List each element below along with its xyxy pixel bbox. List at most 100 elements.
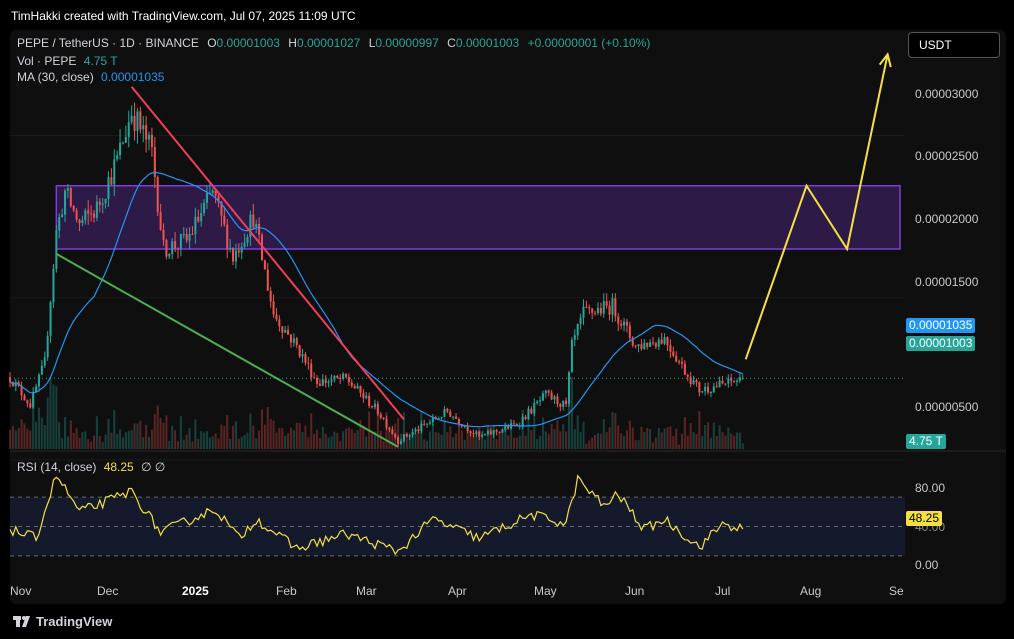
volume-bar xyxy=(373,431,376,449)
volume-bar xyxy=(452,437,455,449)
rsi-label[interactable]: RSI (14, close) xyxy=(17,460,97,474)
candle-body xyxy=(124,137,127,143)
candle-body xyxy=(69,188,72,207)
low-label: L xyxy=(368,36,376,50)
volume-label[interactable]: Vol · PEPE xyxy=(17,54,77,68)
candle-body xyxy=(486,430,489,435)
candle-body xyxy=(156,177,159,213)
candle-body xyxy=(507,425,510,429)
candle-body xyxy=(475,431,478,434)
currency-button[interactable]: USDT xyxy=(908,32,1000,58)
volume-bar xyxy=(278,428,281,449)
rsi-legend: RSI (14, close) 48.25 ∅ ∅ xyxy=(17,460,165,474)
candle-body xyxy=(371,406,374,408)
ma-label[interactable]: MA (30, close) xyxy=(17,70,94,84)
candle-body xyxy=(342,373,345,379)
candle-body xyxy=(330,379,333,382)
volume-bar xyxy=(596,433,599,449)
volume-bar xyxy=(113,410,116,449)
candle-body xyxy=(565,400,568,405)
rsi-tick: 80.00 xyxy=(915,481,946,495)
candle-body xyxy=(356,385,359,389)
volume-bar xyxy=(229,438,232,449)
candle-body xyxy=(594,312,597,314)
candle-body xyxy=(649,342,652,347)
candle-body xyxy=(220,201,223,216)
volume-bar xyxy=(101,442,104,449)
candle-body xyxy=(203,202,206,214)
candle-body xyxy=(640,344,643,349)
candle-body xyxy=(709,392,712,394)
candle-body xyxy=(58,217,61,231)
candle-body xyxy=(651,342,655,344)
candle-body xyxy=(150,134,153,147)
candle-body xyxy=(347,376,350,383)
candle-body xyxy=(87,210,90,214)
volume-bar xyxy=(43,424,46,449)
price-grid xyxy=(10,134,905,461)
candle-body xyxy=(72,206,75,211)
volume-bar xyxy=(701,436,704,449)
candle-body xyxy=(463,426,466,428)
candle-body xyxy=(324,379,327,383)
candle-body xyxy=(75,210,78,220)
candle-body xyxy=(32,391,35,408)
volume-bar xyxy=(87,439,90,449)
volume-bar xyxy=(376,415,379,449)
candle-body xyxy=(628,325,631,338)
volume-bar xyxy=(350,429,353,449)
candle-body xyxy=(414,429,417,432)
trend-drawings[interactable] xyxy=(55,52,892,448)
candle-body xyxy=(104,198,107,204)
rsi-value: 48.25 xyxy=(103,460,134,474)
rsi-tag: 48.25 xyxy=(906,511,943,526)
volume-bar xyxy=(605,432,608,449)
volume-bar xyxy=(449,426,452,449)
volume-bar xyxy=(527,407,530,449)
volume-bar xyxy=(246,432,249,449)
volume-bar xyxy=(168,440,171,449)
volume-bar xyxy=(510,419,513,449)
candle-body xyxy=(226,224,229,250)
volume-bar xyxy=(643,432,646,449)
candle-body xyxy=(524,416,527,420)
candle-body xyxy=(420,423,423,431)
volume-bar xyxy=(498,433,501,449)
volume-bar xyxy=(232,425,235,449)
candle-body xyxy=(385,418,388,428)
volume-bar xyxy=(695,433,698,449)
volume-bar xyxy=(14,430,17,449)
candle-body xyxy=(40,365,43,375)
consolidation-zone[interactable] xyxy=(55,184,901,250)
volume-bar xyxy=(573,429,576,449)
volume-bar xyxy=(704,424,707,449)
volume-bar xyxy=(646,428,649,449)
candle-body xyxy=(707,386,710,393)
candle-body xyxy=(695,380,698,383)
volume-bar xyxy=(608,427,611,449)
candle-body xyxy=(504,425,507,430)
volume-bar xyxy=(484,439,487,449)
volume-bar xyxy=(252,425,255,449)
candle-body xyxy=(492,430,495,435)
volume-bar xyxy=(240,436,243,449)
volume-bar xyxy=(501,428,504,449)
volume-bar xyxy=(654,437,657,449)
symbol-title[interactable]: PEPE / TetherUS · 1D · BINANCE xyxy=(17,36,199,50)
candle-body xyxy=(400,441,403,444)
volume-bar xyxy=(84,431,87,449)
candle-body xyxy=(182,234,185,236)
volume-bar xyxy=(200,430,203,449)
candle-body xyxy=(443,408,446,417)
volume-bar xyxy=(208,437,211,449)
low-value: 0.00000997 xyxy=(375,36,439,50)
volume-bar xyxy=(504,422,507,449)
volume-bar xyxy=(727,427,730,449)
volume-bar xyxy=(735,432,739,449)
candle-body xyxy=(712,386,715,393)
volume-bar xyxy=(405,432,408,449)
candle-body xyxy=(611,298,614,315)
volume-bar xyxy=(356,430,359,449)
candle-body xyxy=(701,391,704,393)
